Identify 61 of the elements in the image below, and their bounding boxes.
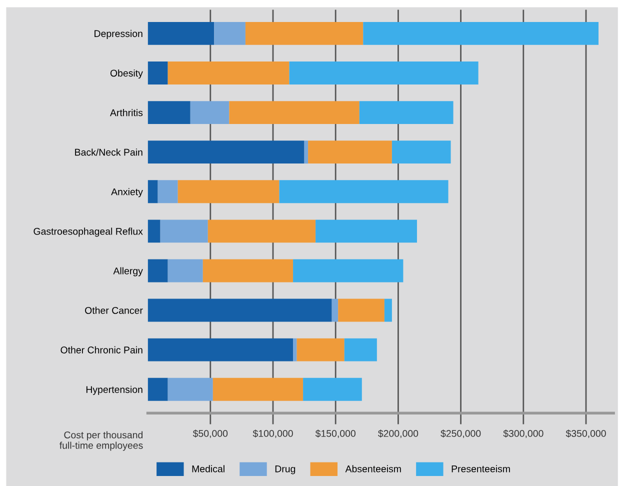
bar	[168, 62, 290, 84]
bar	[148, 338, 294, 362]
x-tick-label: $300,000	[503, 430, 544, 438]
bar	[148, 259, 168, 282]
x-tick-label: $100,000	[252, 430, 293, 438]
bar	[148, 22, 214, 45]
y-tick-label: Allergy	[113, 267, 143, 276]
x-tick-label: $350,000	[566, 430, 606, 438]
bar	[148, 101, 190, 124]
bar	[316, 220, 417, 243]
y-tick-label: Anxiety	[111, 188, 143, 198]
bar	[148, 62, 168, 84]
bar	[344, 338, 377, 362]
bar	[168, 378, 213, 401]
x-tick-label: $150,000	[315, 430, 356, 438]
y-tick-label: Gastroesophageal Reflux	[34, 228, 143, 237]
bar	[148, 180, 158, 204]
bar	[214, 22, 246, 45]
y-tick-label: Other Cancer	[85, 306, 143, 314]
bar	[296, 338, 344, 362]
y-tick-label: Hypertension	[86, 386, 142, 395]
x-tick-label: $200,000	[378, 430, 418, 438]
bar	[208, 220, 316, 243]
bar	[308, 140, 392, 164]
x-tick-label: $50,000	[192, 430, 228, 438]
bar	[293, 338, 297, 362]
bar	[363, 22, 599, 45]
bar	[279, 180, 448, 204]
bar	[384, 298, 392, 322]
bar	[212, 378, 304, 401]
x-tick-label: $250,000	[440, 430, 481, 438]
bar	[293, 259, 404, 282]
bar	[392, 140, 451, 164]
bar	[304, 140, 308, 164]
bar	[168, 259, 203, 282]
bar	[148, 140, 304, 164]
bar	[245, 22, 364, 45]
bar	[148, 298, 332, 322]
y-tick-label: Other Chronic Pain	[60, 346, 142, 354]
legend-label: Drug	[275, 466, 296, 474]
bar	[148, 378, 168, 401]
y-tick-label: Back/Neck Pain	[75, 148, 142, 156]
bar	[160, 220, 208, 243]
bar	[303, 378, 362, 401]
y-tick-label: Arthritis	[110, 109, 143, 116]
legend-label: Presenteeism	[452, 465, 510, 472]
y-tick-label: Depression	[94, 30, 142, 39]
y-tick-label: Obesity	[110, 69, 143, 79]
bar	[158, 180, 178, 204]
bar	[332, 298, 338, 322]
bar	[289, 62, 478, 84]
bar	[229, 101, 360, 124]
bar	[338, 298, 384, 322]
legend-label: Medical	[192, 465, 224, 472]
x-axis-title: Cost per thousand full-time employees	[60, 431, 143, 451]
bar	[178, 180, 280, 204]
bar	[148, 220, 160, 243]
legend-label: Absenteeism	[345, 465, 401, 472]
bar	[359, 101, 454, 124]
bar	[202, 259, 294, 282]
bar	[190, 101, 230, 124]
